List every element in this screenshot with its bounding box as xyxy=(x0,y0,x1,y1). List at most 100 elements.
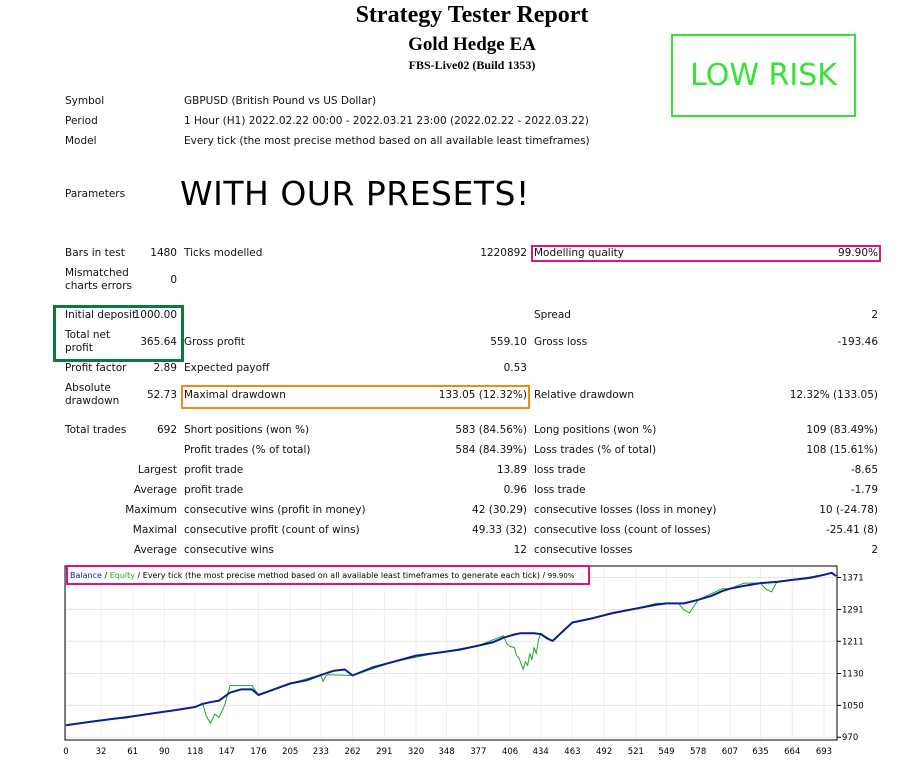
x-tick-label: 205 xyxy=(282,747,298,757)
deposit-profit-highlight xyxy=(53,305,184,362)
gross-loss-label: Gross loss xyxy=(534,336,588,348)
absolute-drawdown-label-2: drawdown xyxy=(65,395,120,407)
legend-highlight xyxy=(66,565,590,585)
mismatched-label-1: Mismatched xyxy=(65,267,129,279)
total-net-profit-label-1: Total net xyxy=(65,329,111,341)
long-positions-label: Long positions (won %) xyxy=(534,424,657,436)
maximum-label: Maximum xyxy=(125,504,177,516)
mismatched-label-2: charts errors xyxy=(65,280,132,292)
period-label: Period xyxy=(65,115,98,127)
expected-payoff-value: 0.53 xyxy=(503,362,527,374)
symbol-label: Symbol xyxy=(65,95,105,107)
profit-trades-value: 584 (84.39%) xyxy=(455,444,527,456)
gross-loss-value: -193.46 xyxy=(837,336,878,348)
average-profit-value: 0.96 xyxy=(503,484,527,496)
largest-label: Largest xyxy=(137,464,177,476)
profit-factor-label: Profit factor xyxy=(65,362,127,374)
maximum-wins-label: consecutive wins (profit in money) xyxy=(184,504,366,516)
x-tick-label: 635 xyxy=(752,747,768,757)
largest-profit-label: profit trade xyxy=(184,464,244,476)
x-tick-label: 90 xyxy=(159,747,170,757)
legend-sep-3: / xyxy=(540,571,548,580)
maximal-loss-value: -25.41 (8) xyxy=(825,524,878,536)
average-profit-label: profit trade xyxy=(184,484,244,496)
absolute-drawdown-value: 52.73 xyxy=(146,389,177,401)
low-risk-badge: LOW RISK xyxy=(671,34,856,117)
spread-label: Spread xyxy=(534,309,571,321)
modelling-quality-label: Modelling quality xyxy=(534,247,624,259)
report-title: Strategy Tester Report xyxy=(355,2,589,28)
maximal-loss-label: consecutive loss (count of losses) xyxy=(534,524,711,536)
period-value: 1 Hour (H1) 2022.02.22 00:00 - 2022.03.2… xyxy=(184,115,589,127)
maximal-label: Maximal xyxy=(132,524,177,536)
absolute-drawdown-label-1: Absolute xyxy=(65,382,111,394)
legend-balance: Balance xyxy=(70,571,102,580)
maximum-losses-label: consecutive losses (loss in money) xyxy=(534,504,717,516)
initial-deposit-value: 1000.00 xyxy=(133,309,177,321)
largest-loss-label: loss trade xyxy=(534,464,586,476)
average-consec-label: Average xyxy=(133,544,177,556)
equity-line xyxy=(65,572,837,726)
expected-payoff-label: Expected payoff xyxy=(184,362,270,374)
model-value: Every tick (the most precise method base… xyxy=(184,135,590,147)
modelling-quality-value: 99.90% xyxy=(837,247,878,259)
average-loss-value: -1.79 xyxy=(850,484,878,496)
relative-drawdown-label: Relative drawdown xyxy=(534,389,635,401)
ticks-modelled-value: 1220892 xyxy=(480,247,527,259)
legend-quality: 99.90% xyxy=(548,572,575,580)
legend-sep-1: / xyxy=(102,571,110,580)
y-tick-label: 970 xyxy=(842,733,858,743)
maximum-losses-value: 10 (-24.78) xyxy=(819,504,878,516)
average-consec-wins-value: 12 xyxy=(513,544,527,556)
modelling-quality-highlight xyxy=(531,245,881,262)
symbol-value: GBPUSD (British Pound vs US Dollar) xyxy=(184,95,377,107)
model-label: Model xyxy=(65,135,97,147)
loss-trades-value: 108 (15.61%) xyxy=(806,444,878,456)
maximal-drawdown-label: Maximal drawdown xyxy=(184,389,286,401)
loss-trades-label: Loss trades (% of total) xyxy=(534,444,657,456)
x-tick-label: 291 xyxy=(376,747,392,757)
x-tick-label: 693 xyxy=(816,747,832,757)
y-tick-label: 1371 xyxy=(842,574,864,584)
series-layer xyxy=(65,571,837,727)
server-build: FBS-Live02 (Build 1353) xyxy=(408,58,536,72)
long-positions-value: 109 (83.49%) xyxy=(806,424,878,436)
gross-profit-label: Gross profit xyxy=(184,336,245,348)
maximal-profit-value: 49.33 (32) xyxy=(472,524,527,536)
maximal-drawdown-highlight xyxy=(181,385,530,409)
legend-sep-2: / xyxy=(135,571,143,580)
bars-in-test-value: 1480 xyxy=(150,247,177,259)
x-tick-label: 578 xyxy=(690,747,706,757)
initial-deposit-label: Initial deposit xyxy=(65,309,137,321)
x-tick-label: 492 xyxy=(596,747,612,757)
ea-name: Gold Hedge EA xyxy=(408,34,536,55)
x-tick-label: 607 xyxy=(722,747,738,757)
x-tick-label: 32 xyxy=(96,747,107,757)
average-consec-losses-label: consecutive losses xyxy=(534,544,633,556)
profit-trades-label: Profit trades (% of total) xyxy=(184,444,311,456)
total-trades-label: Total trades xyxy=(65,424,127,436)
x-tick-label: 406 xyxy=(502,747,518,757)
x-tick-label: 262 xyxy=(344,747,360,757)
average-label: Average xyxy=(133,484,177,496)
x-tick-label: 320 xyxy=(408,747,424,757)
maximal-profit-label: consecutive profit (count of wins) xyxy=(184,524,360,536)
x-tick-label: 463 xyxy=(564,747,580,757)
gross-profit-value: 559.10 xyxy=(490,336,527,348)
total-net-profit-value: 365.64 xyxy=(140,336,177,348)
x-tick-label: 549 xyxy=(658,747,674,757)
spread-value: 2 xyxy=(871,309,878,321)
largest-profit-value: 13.89 xyxy=(496,464,527,476)
largest-loss-value: -8.65 xyxy=(850,464,878,476)
legend-equity: Equity xyxy=(110,571,136,580)
x-tick-label: 233 xyxy=(313,747,329,757)
bars-in-test-label: Bars in test xyxy=(65,247,125,259)
y-tick-label: 1291 xyxy=(842,605,864,615)
parameters-label: Parameters xyxy=(65,188,126,200)
x-tick-label: 521 xyxy=(628,747,644,757)
x-tick-label: 61 xyxy=(127,747,138,757)
x-tick-label: 434 xyxy=(533,747,549,757)
average-consec-wins-label: consecutive wins xyxy=(184,544,274,556)
average-loss-label: loss trade xyxy=(534,484,586,496)
x-tick-label: 147 xyxy=(219,747,235,757)
